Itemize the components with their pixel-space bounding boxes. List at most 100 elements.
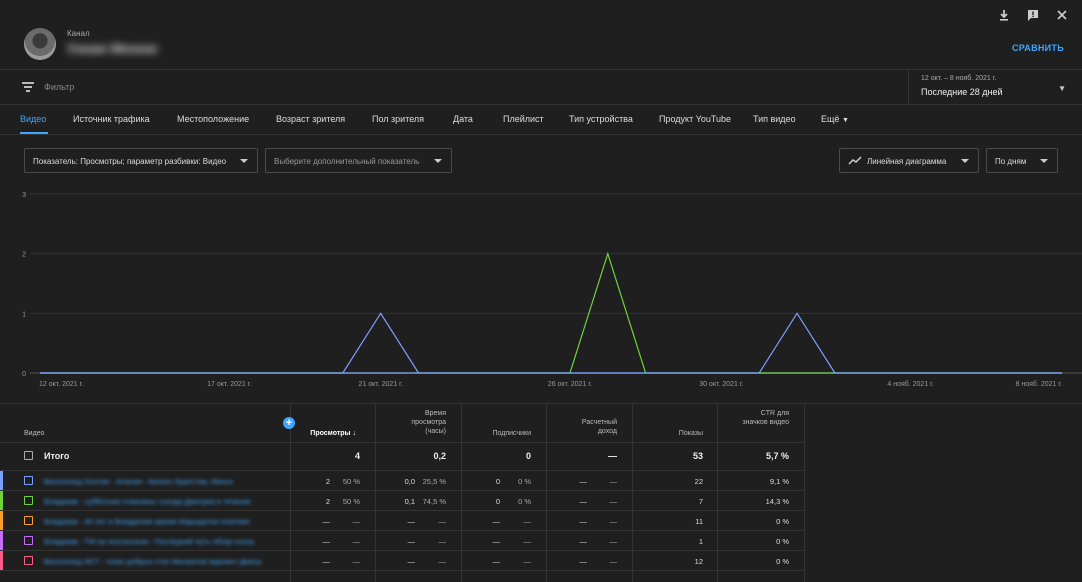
filter-bar[interactable]: Фильтр xyxy=(0,70,1082,105)
y-tick-label: 0 xyxy=(22,371,26,378)
tab-more-label: Ещё xyxy=(821,114,840,124)
header-impressions[interactable]: Показы xyxy=(678,430,703,437)
video-title-link[interactable]: Владикав - субботние отвалины съезда Дми… xyxy=(44,497,251,506)
channel-label: Канал xyxy=(67,29,90,38)
cell-views-pct: — xyxy=(352,517,361,526)
cell-revenue: — xyxy=(579,517,588,526)
channel-avatar[interactable] xyxy=(24,28,56,60)
video-title-link[interactable]: Владикав - 40 лет в Внедрение время Марш… xyxy=(44,517,250,526)
tab-viewer-gender[interactable]: Пол зрителя xyxy=(372,114,425,124)
cell-impressions: 12 xyxy=(694,557,703,566)
total-views: 4 xyxy=(354,451,360,461)
x-tick-label: 30 окт. 2021 г. xyxy=(699,381,743,388)
tab-youtube-product[interactable]: Продукт YouTube xyxy=(659,114,732,124)
sort-arrow-down-icon: ↓ xyxy=(352,430,357,437)
cell-views: — xyxy=(322,517,331,526)
cell-views-pct: — xyxy=(352,537,361,546)
cell-views-pct: — xyxy=(352,557,361,566)
extra-metric-dropdown[interactable]: Выберите дополнительный показатель xyxy=(265,148,452,173)
tab-playlist[interactable]: Плейлист xyxy=(503,114,544,124)
row-divider xyxy=(0,490,805,491)
feedback-icon[interactable] xyxy=(1025,8,1041,24)
row-checkbox[interactable] xyxy=(24,536,33,545)
cell-ctr: 0 % xyxy=(776,517,789,526)
cell-subscribers-pct: — xyxy=(523,557,532,566)
compare-button[interactable]: СРАВНИТЬ xyxy=(1011,43,1064,53)
video-title-link[interactable]: Велосипед Осетии - Алания - Бизнес Братс… xyxy=(44,477,233,486)
cell-watch-time: — xyxy=(407,557,416,566)
date-range-selector[interactable]: 12 окт. – 8 нояб. 2021 г. Последние 28 д… xyxy=(908,70,1082,105)
cell-watch-pct: 74,5 % xyxy=(422,497,446,506)
column-divider xyxy=(290,404,291,582)
cell-watch-pct: 25,5 % xyxy=(422,477,446,486)
metric-dropdown[interactable]: Показатель: Просмотры; параметр разбивки… xyxy=(24,148,258,173)
views-line-chart: 0 1 2 3 12 окт. 2021 г. 17 окт. 2021 г. 21 окт… xyxy=(22,192,1082,388)
total-label: Итого xyxy=(44,451,70,461)
date-range-text: 12 окт. – 8 нояб. 2021 г. xyxy=(921,75,997,82)
cell-watch-pct: — xyxy=(438,537,447,546)
tab-viewer-age[interactable]: Возраст зрителя xyxy=(276,114,346,124)
header-watch-time[interactable]: Время просмотра (часы) xyxy=(411,410,446,435)
series-line-1 xyxy=(40,312,1062,374)
header-ctr[interactable]: CTR для значков видео xyxy=(742,410,789,426)
active-tab-indicator xyxy=(20,132,48,134)
cell-impressions: 1 xyxy=(698,537,703,546)
row-color-indicator xyxy=(0,511,3,530)
tab-video[interactable]: Видео xyxy=(20,114,47,124)
cell-revenue-pct: — xyxy=(609,497,618,506)
total-checkbox[interactable] xyxy=(24,451,33,460)
tab-geography[interactable]: Местоположение xyxy=(177,114,250,124)
tab-video-type[interactable]: Тип видео xyxy=(753,114,796,124)
cell-revenue-pct: — xyxy=(609,517,618,526)
x-tick-label: 21 окт. 2021 г. xyxy=(359,381,403,388)
column-divider xyxy=(632,404,633,582)
cell-subscribers: 0 xyxy=(495,477,500,486)
x-tick-label: 17 окт. 2021 г. xyxy=(207,381,251,388)
row-divider xyxy=(0,442,805,443)
granularity-dropdown[interactable]: По дням xyxy=(986,148,1058,173)
cell-watch-pct: — xyxy=(438,557,447,566)
chart-type-dropdown[interactable]: Линейная диаграмма xyxy=(839,148,979,173)
row-checkbox[interactable] xyxy=(24,516,33,525)
dimension-tabs: Видео Источник трафика Местоположение Во… xyxy=(0,105,1082,135)
tab-device-type[interactable]: Тип устройства xyxy=(569,114,633,124)
cell-revenue-pct: — xyxy=(609,477,618,486)
x-tick-label: 12 окт. 2021 г. xyxy=(39,381,83,388)
video-title-link[interactable]: Велосипед ИСТ - гонки добрых стоп Михаил… xyxy=(44,557,262,566)
cell-watch-pct: — xyxy=(438,517,447,526)
total-revenue: — xyxy=(608,451,617,461)
download-icon[interactable] xyxy=(996,8,1012,24)
column-divider xyxy=(461,404,462,582)
cell-views: — xyxy=(322,557,331,566)
row-checkbox[interactable] xyxy=(24,496,33,505)
cell-subscribers: 0 xyxy=(495,497,500,506)
column-divider xyxy=(717,404,718,582)
cell-ctr: 9,1 % xyxy=(769,477,789,486)
cell-subscribers-pct: 0 % xyxy=(518,477,531,486)
header-revenue[interactable]: Расчетный доход xyxy=(581,419,617,435)
x-tick-label: 26 окт. 2021 г. xyxy=(548,381,592,388)
filter-input[interactable]: Фильтр xyxy=(44,82,75,92)
row-checkbox[interactable] xyxy=(24,556,33,565)
line-chart-icon xyxy=(848,156,862,165)
header-video[interactable]: Видео xyxy=(24,430,45,437)
total-watch-time: 0,2 xyxy=(433,451,446,461)
cell-subscribers: — xyxy=(492,537,501,546)
filter-icon[interactable] xyxy=(22,82,34,92)
total-ctr: 5,7 % xyxy=(765,451,789,461)
tab-traffic-source[interactable]: Источник трафика xyxy=(73,114,150,124)
tab-date[interactable]: Дата xyxy=(453,114,473,124)
video-table: Видео + Просмотры ↓ Время просмотра (час… xyxy=(0,403,1082,582)
header-subscribers[interactable]: Подписчики xyxy=(492,430,531,437)
x-tick-label: 4 нояб. 2021 г. xyxy=(887,380,934,388)
add-column-icon[interactable]: + xyxy=(283,417,295,429)
close-icon[interactable] xyxy=(1054,8,1070,24)
cell-revenue: — xyxy=(579,477,588,486)
row-divider xyxy=(0,470,805,471)
video-title-link[interactable]: Владикав - ТМ на осетинском - Последний … xyxy=(44,537,255,546)
header-views[interactable]: Просмотры ↓ xyxy=(296,429,356,438)
chart-type-label: Линейная диаграмма xyxy=(867,157,947,166)
tab-more[interactable]: Ещё ▼ xyxy=(821,114,849,124)
row-checkbox[interactable] xyxy=(24,476,33,485)
column-divider xyxy=(546,404,547,582)
